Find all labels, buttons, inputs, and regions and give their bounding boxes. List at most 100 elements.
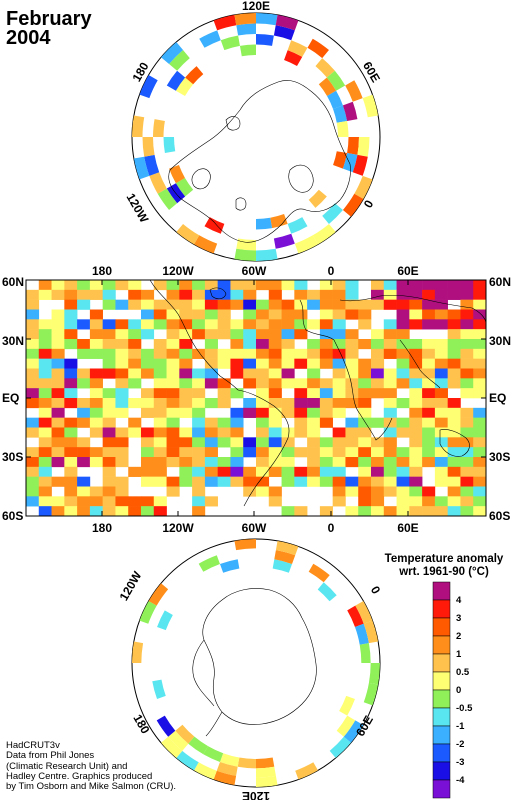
- grid-cell: [434, 339, 448, 350]
- grid-cell: [332, 486, 346, 497]
- grid-cell: [422, 506, 436, 516]
- grid-cell: [153, 309, 167, 320]
- grid-cell: [460, 280, 474, 291]
- grid-cell: [217, 289, 231, 300]
- grid-cell: [319, 388, 333, 399]
- grid-cell: [141, 407, 155, 418]
- grid-cell: [128, 398, 142, 409]
- grid-cell: [473, 388, 486, 399]
- polar-cell: [132, 115, 145, 137]
- polar-cell: [163, 137, 176, 154]
- grid-cell: [179, 447, 193, 458]
- grid-cell: [243, 476, 257, 487]
- polar-cell: [333, 105, 348, 123]
- grid-cell: [383, 427, 397, 438]
- grid-cell: [422, 388, 436, 399]
- grid-cell: [204, 309, 218, 320]
- grid-cell: [243, 368, 257, 379]
- grid-cell: [332, 437, 346, 448]
- grid-cell: [89, 417, 103, 428]
- grid-cell: [268, 280, 282, 291]
- grid-cell: [77, 289, 91, 300]
- grid-cell: [153, 466, 167, 477]
- credits-line-2: (Climatic Research Unit) and: [6, 760, 128, 772]
- legend-label: -3: [456, 757, 464, 768]
- grid-cell: [166, 309, 180, 320]
- polar-cell: [176, 223, 200, 245]
- polar-cell: [355, 601, 373, 624]
- polar-cell: [234, 13, 256, 26]
- grid-cell: [115, 348, 129, 359]
- grid-cell: [102, 447, 116, 458]
- grid-cell: [409, 398, 423, 409]
- grid-cell: [371, 457, 385, 468]
- grid-cell: [204, 496, 218, 507]
- grid-cell: [179, 358, 193, 369]
- polar-cell: [342, 101, 358, 121]
- grid-cell: [217, 309, 231, 320]
- grid-cell: [204, 280, 218, 291]
- polar-cell: [318, 77, 337, 96]
- legend-swatch: [432, 689, 451, 709]
- grid-cell: [102, 388, 116, 399]
- grid-cell: [192, 398, 206, 409]
- grid-cell: [166, 329, 180, 340]
- polar-cell: [203, 746, 224, 762]
- grid-cell: [294, 506, 308, 516]
- eq-top-lon-3: 0: [328, 264, 335, 278]
- grid-cell: [89, 506, 103, 516]
- grid-cell: [434, 289, 448, 300]
- grid-cell: [141, 358, 155, 369]
- grid-cell: [153, 388, 167, 399]
- grid-cell: [77, 476, 91, 487]
- grid-cell: [447, 319, 461, 330]
- polar-cell: [220, 35, 240, 51]
- grid-cell: [460, 427, 474, 438]
- eq-left-lat-4: 60S: [2, 509, 23, 523]
- grid-cell: [319, 457, 333, 468]
- eq-bottom-lon-0: 180: [92, 521, 112, 535]
- grid-cell: [141, 319, 155, 330]
- eq-right-lat-2: EQ: [489, 391, 506, 405]
- grid-cell: [179, 466, 193, 477]
- grid-cell: [89, 348, 103, 359]
- grid-cell: [383, 378, 397, 389]
- polar-cell: [275, 540, 299, 556]
- grid-cell: [153, 339, 167, 350]
- grid-cell: [409, 348, 423, 359]
- grid-cell: [153, 280, 167, 291]
- grid-cell: [460, 437, 474, 448]
- grid-cell: [102, 329, 116, 340]
- grid-cell: [115, 437, 129, 448]
- grid-cell: [26, 417, 40, 428]
- grid-cell: [38, 289, 52, 300]
- grid-cell: [204, 299, 218, 310]
- grid-cell: [358, 339, 372, 350]
- polar-cell: [354, 623, 369, 645]
- grid-cell: [422, 457, 436, 468]
- polar-cell: [161, 736, 183, 758]
- grid-cell: [396, 427, 410, 438]
- grid-cell: [38, 339, 52, 350]
- legend-swatch: [432, 653, 451, 673]
- polar-cell: [237, 757, 256, 769]
- grid-cell: [371, 280, 385, 291]
- legend-label: 4: [456, 595, 462, 606]
- credits-line-4: by Tim Osborn and Mike Salmon (CRU).: [6, 781, 176, 793]
- grid-cell: [204, 358, 218, 369]
- grid-cell: [447, 339, 461, 350]
- legend-label: 2: [456, 631, 461, 642]
- grid-cell: [268, 319, 282, 330]
- grid-cell: [89, 407, 103, 418]
- grid-cell: [422, 368, 436, 379]
- legend-swatch: [432, 635, 451, 655]
- grid-cell: [319, 358, 333, 369]
- grid-cell: [383, 486, 397, 497]
- grid-cell: [153, 398, 167, 409]
- grid-cell: [128, 417, 142, 428]
- polar-cell: [156, 715, 176, 737]
- polar-cell: [157, 610, 173, 631]
- grid-cell: [294, 289, 308, 300]
- grid-cell: [256, 476, 270, 487]
- grid-cell: [38, 486, 52, 497]
